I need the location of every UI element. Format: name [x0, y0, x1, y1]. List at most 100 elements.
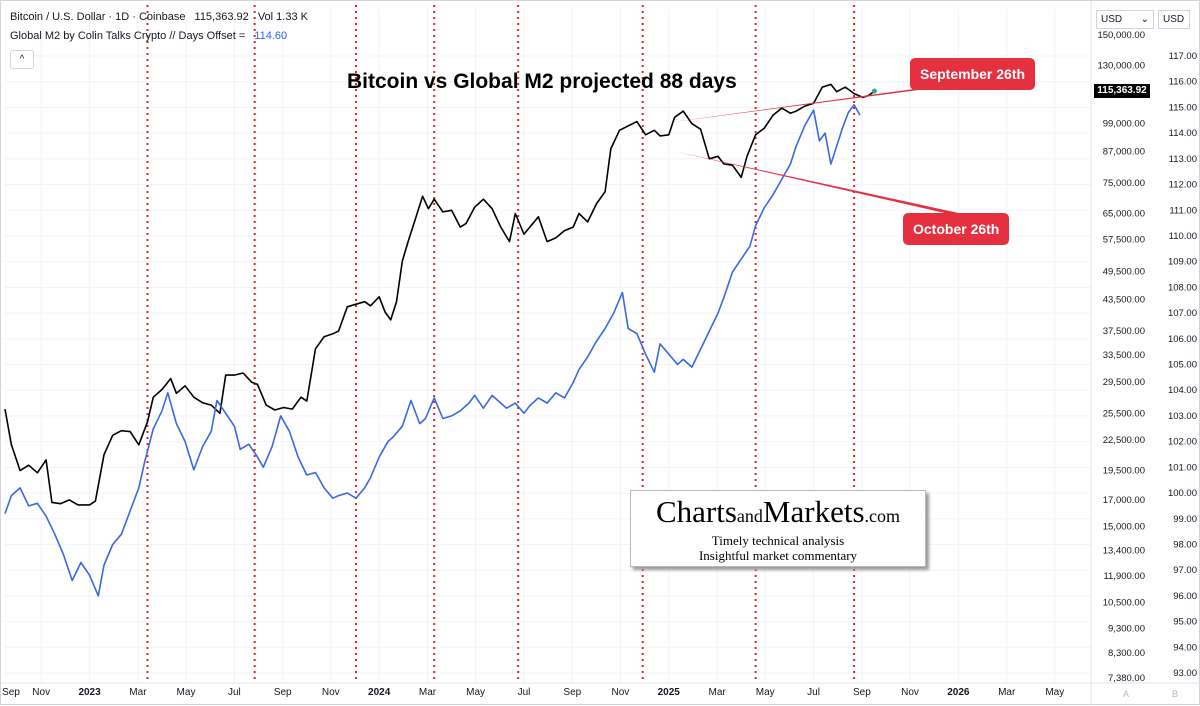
x-axis-tick-label: Jul	[228, 687, 241, 698]
left-axis-tick-label: 150,000.00	[1097, 30, 1145, 41]
left-axis-tick-label: 8,300.00	[1108, 648, 1145, 659]
currency-select-left[interactable]: USD ⌄	[1096, 10, 1154, 29]
logo-and: and	[736, 506, 763, 526]
logo-tld: .com	[864, 506, 901, 526]
left-axis-tick-label: 11,900.00	[1103, 571, 1145, 582]
logo-charts: Charts	[655, 494, 737, 529]
indicator-value: 114.60	[254, 30, 288, 42]
left-axis-tick-label: 37,500.00	[1103, 326, 1145, 337]
x-axis-tick-label: Sep	[853, 687, 871, 698]
x-axis-tick-label: 2026	[947, 687, 970, 698]
global-m2-line	[4, 104, 861, 597]
right-axis-tick-label: 98.00	[1173, 539, 1197, 550]
left-axis-tick-label: 19,500.00	[1103, 466, 1145, 477]
x-axis-tick-label: May	[1045, 687, 1064, 698]
chart-title: Bitcoin vs Global M2 projected 88 days	[347, 70, 737, 93]
right-axis-tick-label: 94.00	[1173, 642, 1197, 653]
grid-lines	[5, 9, 1091, 683]
axis-mode-a[interactable]: A	[1123, 689, 1130, 699]
right-axis-tick-label: 106.00	[1168, 334, 1197, 345]
left-axis-tick-label: 43,500.00	[1103, 294, 1145, 305]
right-axis-tick-label: 107.00	[1168, 308, 1197, 319]
chevron-up-icon: ^	[19, 54, 25, 65]
callout-october-pointer	[674, 151, 963, 214]
last-price-tag: 115,363.92	[1094, 84, 1150, 98]
last-price: 115,363.92	[194, 11, 249, 23]
right-axis-tick-label: 112.00	[1169, 180, 1197, 191]
x-axis-tick-label: Jul	[807, 687, 820, 698]
x-axis-tick-label: May	[756, 687, 775, 698]
right-axis-tick-label: 114.00	[1169, 128, 1197, 139]
left-axis-tick-label: 87,000.00	[1103, 146, 1145, 157]
bitcoin-price-line	[4, 83, 875, 506]
right-axis-tick-label: 109.00	[1168, 257, 1197, 268]
x-axis-tick-label: Sep	[2, 687, 20, 698]
symbol-legend[interactable]: Bitcoin / U.S. Dollar · 1D · Coinbase 11…	[10, 11, 308, 23]
left-axis-tick-label: 29,500.00	[1103, 377, 1145, 388]
right-axis-tick-label: 100.00	[1168, 488, 1197, 499]
right-axis-tick-label: 104.00	[1168, 385, 1197, 396]
right-axis-tick-label: 108.00	[1168, 282, 1197, 293]
left-axis-tick-label: 130,000.00	[1097, 61, 1145, 72]
volume: Vol 1.33 K	[257, 11, 308, 23]
indicator-legend[interactable]: Global M2 by Colin Talks Crypto // Days …	[10, 30, 287, 42]
left-axis-tick-label: 10,500.00	[1103, 598, 1145, 609]
right-axis-tick-label: 101.00	[1168, 462, 1197, 473]
currency-left-label: USD	[1101, 14, 1123, 25]
right-axis-tick-label: 95.00	[1173, 617, 1197, 628]
left-axis-tick-label: 49,500.00	[1103, 267, 1145, 278]
chevron-down-icon: ⌄	[1140, 14, 1149, 25]
callout-pointers	[660, 89, 963, 214]
right-axis-tick-label: 111.00	[1169, 205, 1197, 216]
x-axis-tick-label: Jul	[518, 687, 531, 698]
currency-select-right[interactable]: USD	[1158, 10, 1190, 29]
x-axis-tick-label: Sep	[274, 687, 292, 698]
callout-september: September 26th	[910, 58, 1036, 90]
left-axis-tick-label: 99,000.00	[1103, 119, 1145, 130]
left-axis-tick-label: 17,000.00	[1103, 495, 1145, 506]
x-axis-tick-label: Mar	[998, 687, 1016, 698]
right-axis-tick-label: 103.00	[1168, 411, 1197, 422]
right-axis-tick-label: 105.00	[1168, 360, 1197, 371]
x-axis-tick-label: Mar	[709, 687, 727, 698]
right-axis-tick-label: 115.00	[1169, 102, 1197, 113]
red-dotted-marker-lines	[146, 5, 856, 683]
x-axis-tick-label: Mar	[129, 687, 147, 698]
left-axis-tick-label: 22,500.00	[1103, 435, 1145, 446]
x-axis-tick-label: Nov	[32, 687, 50, 698]
right-axis-tick-label: 116.00	[1169, 77, 1197, 88]
left-axis-tick-label: 15,000.00	[1103, 522, 1145, 533]
symbol-title: Bitcoin / U.S. Dollar · 1D · Coinbase	[10, 11, 186, 23]
x-axis-tick-label: May	[177, 687, 196, 698]
logo-tagline-2: Insightful market commentary	[698, 548, 858, 563]
x-axis-tick-label: Mar	[419, 687, 437, 698]
left-axis-tick-label: 25,500.00	[1103, 408, 1145, 419]
currency-right-label: USD	[1163, 14, 1185, 25]
x-axis-tick-label: Sep	[563, 687, 581, 698]
x-axis-tick-label: 2024	[368, 687, 391, 698]
left-axis-tick-label: 33,500.00	[1103, 350, 1145, 361]
right-axis-tick-label: 97.00	[1173, 565, 1197, 576]
x-axis-tick-label: Nov	[612, 687, 630, 698]
collapse-legend-button[interactable]: ^	[10, 50, 34, 69]
x-axis-tick-label: Nov	[322, 687, 340, 698]
right-axis-tick-label: 117.00	[1169, 51, 1197, 62]
callout-september-pointer	[660, 89, 926, 124]
indicator-title: Global M2 by Colin Talks Crypto // Days …	[10, 30, 246, 42]
axis-mode-b[interactable]: B	[1172, 689, 1179, 699]
chartsandmarkets-logo: ChartsandMarkets.com Timely technical an…	[630, 490, 926, 567]
right-axis-tick-label: 102.00	[1168, 437, 1197, 448]
right-axis-tick-label: 93.00	[1173, 668, 1197, 679]
left-axis-tick-label: 13,400.00	[1103, 546, 1145, 557]
right-axis-tick-label: 99.00	[1173, 514, 1197, 525]
right-axis-tick-label: 110.00	[1169, 231, 1197, 242]
left-axis-tick-label: 75,000.00	[1103, 178, 1145, 189]
right-axis-tick-label: 113.00	[1169, 154, 1197, 165]
series-layer	[4, 83, 877, 597]
left-axis-tick-label: 57,500.00	[1103, 235, 1145, 246]
logo-brand: ChartsandMarkets.com	[631, 495, 925, 533]
right-axis-tick-label: 96.00	[1173, 591, 1197, 602]
